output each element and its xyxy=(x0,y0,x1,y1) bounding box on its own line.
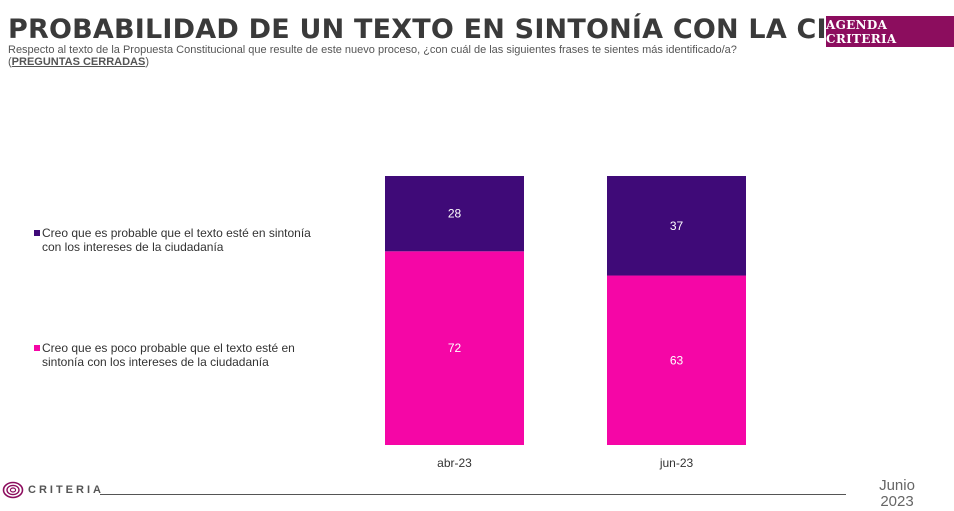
footer-divider xyxy=(100,494,846,495)
bar-abr-23-series-0 xyxy=(385,251,524,445)
legend-swatch-probable xyxy=(34,230,40,236)
bar-abr-23-series-1 xyxy=(385,176,524,252)
bar-jun-23-series-1 xyxy=(607,176,746,276)
criteria-logo-icon xyxy=(2,481,24,499)
legend-label-probable: Creo que es probable que el texto esté e… xyxy=(42,226,311,254)
x-tick-label-abr-23: abr-23 xyxy=(437,456,472,470)
data-label-jun-23-series-1: 37 xyxy=(670,219,684,233)
legend-swatch-poco-probable xyxy=(34,345,40,351)
subtitle-tag: PREGUNTAS CERRADAS xyxy=(11,56,146,68)
legend-item-probable: Creo que es probable que el texto esté e… xyxy=(34,226,317,254)
date-month: Junio xyxy=(879,477,915,494)
legend-label-poco-probable: Creo que es poco probable que el texto e… xyxy=(42,341,295,369)
report-date: Junio 2023 xyxy=(862,478,932,510)
subtitle-close: ) xyxy=(145,56,149,68)
legend-item-poco-probable: Creo que es poco probable que el texto e… xyxy=(34,341,317,369)
subtitle-text: Respecto al texto de la Propuesta Consti… xyxy=(8,44,737,68)
page-subtitle: Respecto al texto de la Propuesta Consti… xyxy=(8,44,768,68)
date-year: 2023 xyxy=(880,493,914,510)
page-title: PROBABILIDAD DE UN TEXTO EN SINTONÍA CON… xyxy=(8,14,954,45)
bar-jun-23-series-0 xyxy=(607,275,746,445)
data-label-jun-23-series-0: 63 xyxy=(670,353,684,367)
x-tick-label-jun-23: jun-23 xyxy=(659,456,694,470)
agenda-badge: AGENDA CRITERIA xyxy=(826,16,954,47)
criteria-logo: CRITERIA xyxy=(2,481,104,499)
logo-text: CRITERIA xyxy=(28,484,104,496)
data-label-abr-23-series-1: 28 xyxy=(448,207,462,221)
data-label-abr-23-series-0: 72 xyxy=(448,341,462,355)
